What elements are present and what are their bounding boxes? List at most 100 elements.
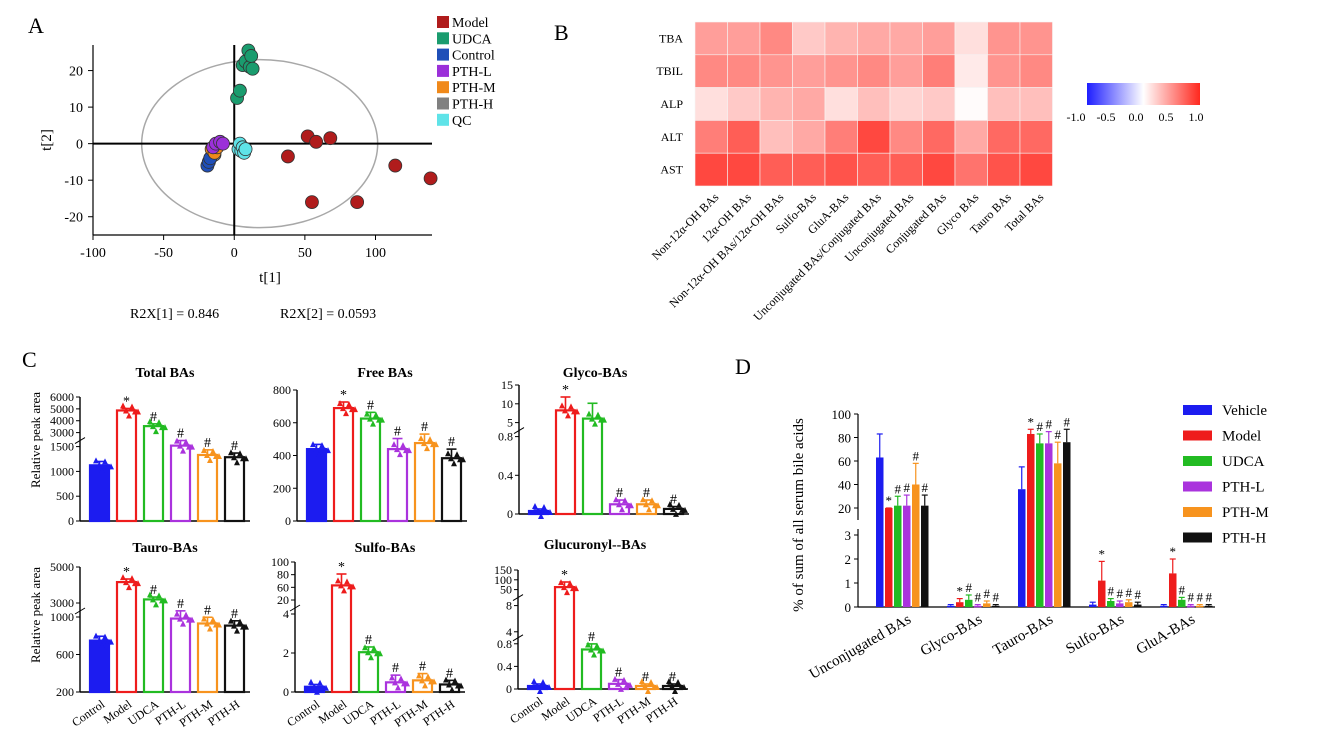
data-point [237, 450, 243, 457]
heatmap-cell [759, 87, 793, 121]
heatmap-cell [694, 87, 728, 121]
data-point [126, 412, 132, 419]
data-point [622, 497, 628, 504]
x-tick-label: Sulfo-BAs [1063, 612, 1127, 658]
data-point [547, 509, 553, 515]
data-point [243, 455, 249, 462]
legend-swatch-pth-h [1183, 532, 1212, 543]
data-point [392, 679, 398, 686]
panel-letter-c: C [22, 347, 37, 372]
y-tick-label: 0 [845, 600, 852, 615]
data-point [640, 496, 646, 503]
legend-label-pth-h: PTH-H [452, 98, 493, 113]
data-point [404, 680, 410, 687]
axis-break [74, 437, 86, 445]
data-point [418, 435, 424, 442]
legend-label-model: Model [452, 16, 489, 31]
data-point [655, 502, 661, 509]
data-point [534, 683, 540, 689]
bar-udca [142, 598, 165, 694]
bar-pth-h [992, 605, 1000, 608]
heatmap-cell [824, 21, 858, 56]
data-point [216, 452, 222, 459]
heatmap-cell [1019, 54, 1053, 88]
data-point [424, 445, 430, 452]
bar-udca [1178, 599, 1186, 607]
data-point [352, 406, 358, 413]
data-point [126, 584, 132, 591]
y-tick-label: 4 [506, 625, 512, 639]
heatmap-cell [857, 87, 891, 121]
significance-mark: # [1135, 587, 1142, 602]
data-point [316, 451, 322, 458]
heatmap-cell [857, 120, 891, 154]
heatmap-cell [954, 87, 988, 121]
bar-model [115, 409, 138, 523]
data-point [559, 402, 565, 409]
y-tick-label: 5000 [50, 560, 74, 574]
significance-mark: # [993, 590, 1000, 605]
data-point [406, 447, 412, 454]
heatmap-cell [954, 21, 988, 56]
data-point [538, 513, 544, 519]
subplot-free-bas: Free BAs 0 200 400 600 800 * # # # # [273, 366, 467, 528]
heatmap-cell [727, 21, 761, 56]
data-point [562, 407, 568, 414]
heatmap-cell [694, 120, 728, 154]
data-point [370, 420, 376, 427]
y-tick-label: 200 [273, 481, 291, 495]
significance-mark: # [669, 670, 676, 685]
data-point [129, 403, 135, 410]
bar-udca [1036, 443, 1044, 607]
data-point [446, 681, 452, 688]
legend-swatch-model [1183, 430, 1212, 441]
bar-model [1098, 580, 1106, 607]
y-axis-label-top: Relative peak area [28, 392, 43, 488]
data-point [648, 679, 654, 685]
data-point [319, 442, 325, 449]
heatmap-cell [824, 152, 858, 187]
data-point [93, 632, 99, 639]
data-point [210, 616, 216, 623]
significance-mark: * [123, 565, 130, 580]
data-point [201, 615, 207, 622]
y-tick-label: 3 [845, 528, 852, 543]
panel-letter-b: B [554, 20, 569, 45]
point-qc [238, 142, 253, 157]
point-model [388, 158, 403, 173]
data-point [364, 410, 370, 417]
color-scale-tick: 0.0 [1129, 110, 1144, 124]
data-point [564, 589, 570, 596]
legend-swatch-vehicle [1183, 405, 1212, 415]
heatmap-cell [857, 54, 891, 88]
data-point [422, 682, 428, 689]
data-point [613, 496, 619, 503]
x-tick-label: 100 [365, 246, 386, 261]
data-point [237, 618, 243, 625]
data-point [335, 577, 341, 584]
data-point [323, 684, 329, 691]
y-tick-label: 40 [838, 478, 851, 493]
heatmap-cell [1019, 21, 1053, 56]
data-point [615, 680, 621, 687]
y-tick-label: 1 [845, 576, 852, 591]
row-label: TBIL [656, 64, 683, 78]
data-point [367, 415, 373, 422]
legend-swatch-qc [437, 113, 449, 126]
data-point [135, 580, 141, 587]
data-point [675, 679, 681, 685]
significance-mark: # [421, 420, 428, 435]
data-point [645, 688, 651, 694]
row-label: ALP [660, 97, 683, 111]
y-tick-label: 100 [494, 573, 512, 587]
significance-mark: # [1188, 590, 1195, 605]
bar-pth-m [413, 441, 436, 523]
data-point [419, 677, 425, 684]
data-point [454, 451, 460, 458]
bar-model [115, 580, 138, 694]
y-tick-label: 200 [56, 685, 74, 699]
significance-mark: # [895, 481, 902, 496]
bar-pth-l [903, 505, 911, 607]
data-point [627, 681, 633, 688]
y-tick-label: 0.4 [497, 659, 512, 673]
